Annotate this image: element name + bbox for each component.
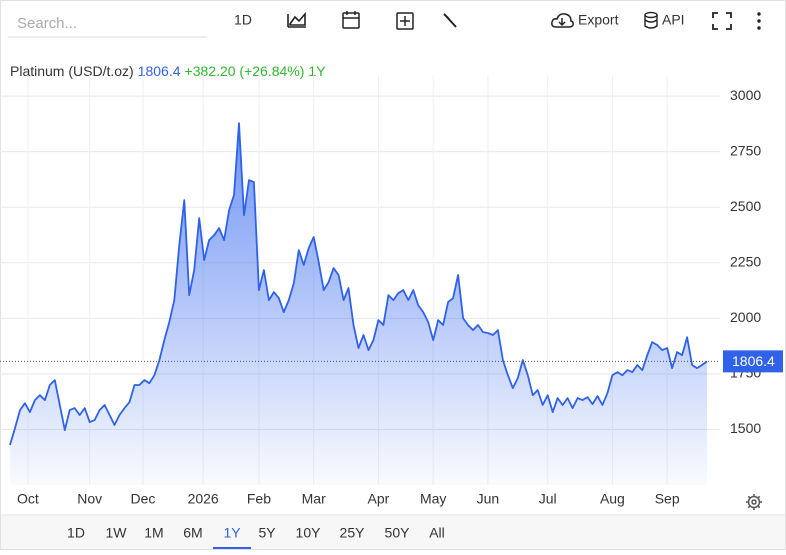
range-bar: 1D 1W 1M 6M 1Y 5Y 10Y 25Y 50Y All <box>67 525 445 549</box>
y-tick-label: 2750 <box>730 142 761 158</box>
range-button[interactable]: 50Y <box>385 525 411 541</box>
range-button[interactable]: 5Y <box>258 525 276 541</box>
menu-icon[interactable] <box>757 12 761 30</box>
export-icon[interactable] <box>551 13 574 28</box>
range-button[interactable]: 1W <box>106 525 128 541</box>
x-tick-label: Apr <box>368 491 390 507</box>
instrument-name: Platinum (USD/t.oz) <box>10 63 134 79</box>
x-tick-label: Mar <box>302 491 326 507</box>
chart-type-icon[interactable] <box>287 11 306 28</box>
range-button[interactable]: 1M <box>144 525 163 541</box>
fullscreen-icon[interactable] <box>712 12 732 30</box>
search-input[interactable]: Search... <box>17 15 77 32</box>
x-tick-label: Dec <box>130 491 155 507</box>
interval-button[interactable]: 1D <box>234 12 252 28</box>
price-line <box>9 122 708 446</box>
api-button[interactable]: API <box>662 12 685 28</box>
x-tick-label: Aug <box>600 491 625 507</box>
y-tick-label: 2000 <box>730 309 761 325</box>
y-tick-label: 3000 <box>730 87 761 103</box>
range-button[interactable]: 10Y <box>296 525 322 541</box>
range-button[interactable]: 6M <box>183 525 202 541</box>
footer <box>1 516 785 549</box>
y-tick-label: 2500 <box>730 198 761 214</box>
x-tick-label: Feb <box>247 491 271 507</box>
api-icon[interactable] <box>644 11 658 29</box>
range-button[interactable]: 25Y <box>340 525 366 541</box>
last-price-badge <box>723 350 783 373</box>
add-indicator-icon[interactable] <box>396 12 414 30</box>
last-price: 1806.4 <box>138 63 181 79</box>
x-tick-label: May <box>420 491 446 507</box>
x-tick-label: Sep <box>655 491 680 507</box>
x-tick-label: 2026 <box>188 491 219 507</box>
export-button[interactable]: Export <box>578 12 619 28</box>
calendar-icon[interactable] <box>342 11 360 29</box>
x-tick-label: Nov <box>77 491 102 507</box>
x-tick-label: Oct <box>17 491 39 507</box>
range-button[interactable]: All <box>429 525 445 541</box>
period: 1Y <box>308 63 326 79</box>
range-button[interactable]: 1D <box>67 525 85 541</box>
x-tick-label: Jul <box>539 491 557 507</box>
y-tick-label: 2250 <box>730 253 761 269</box>
price-change: +382.20 (+26.84%) <box>185 63 305 79</box>
legend: Platinum (USD/t.oz) 1806.4 +382.20 (+26.84… <box>10 63 326 79</box>
range-button[interactable]: 1Y <box>223 525 241 541</box>
settings-icon[interactable] <box>746 494 762 510</box>
last-price-label: 1806.4 <box>732 353 775 369</box>
y-tick-label: 1500 <box>730 420 761 436</box>
tools-icon[interactable] <box>443 13 457 28</box>
x-tick-label: Jun <box>477 491 500 507</box>
